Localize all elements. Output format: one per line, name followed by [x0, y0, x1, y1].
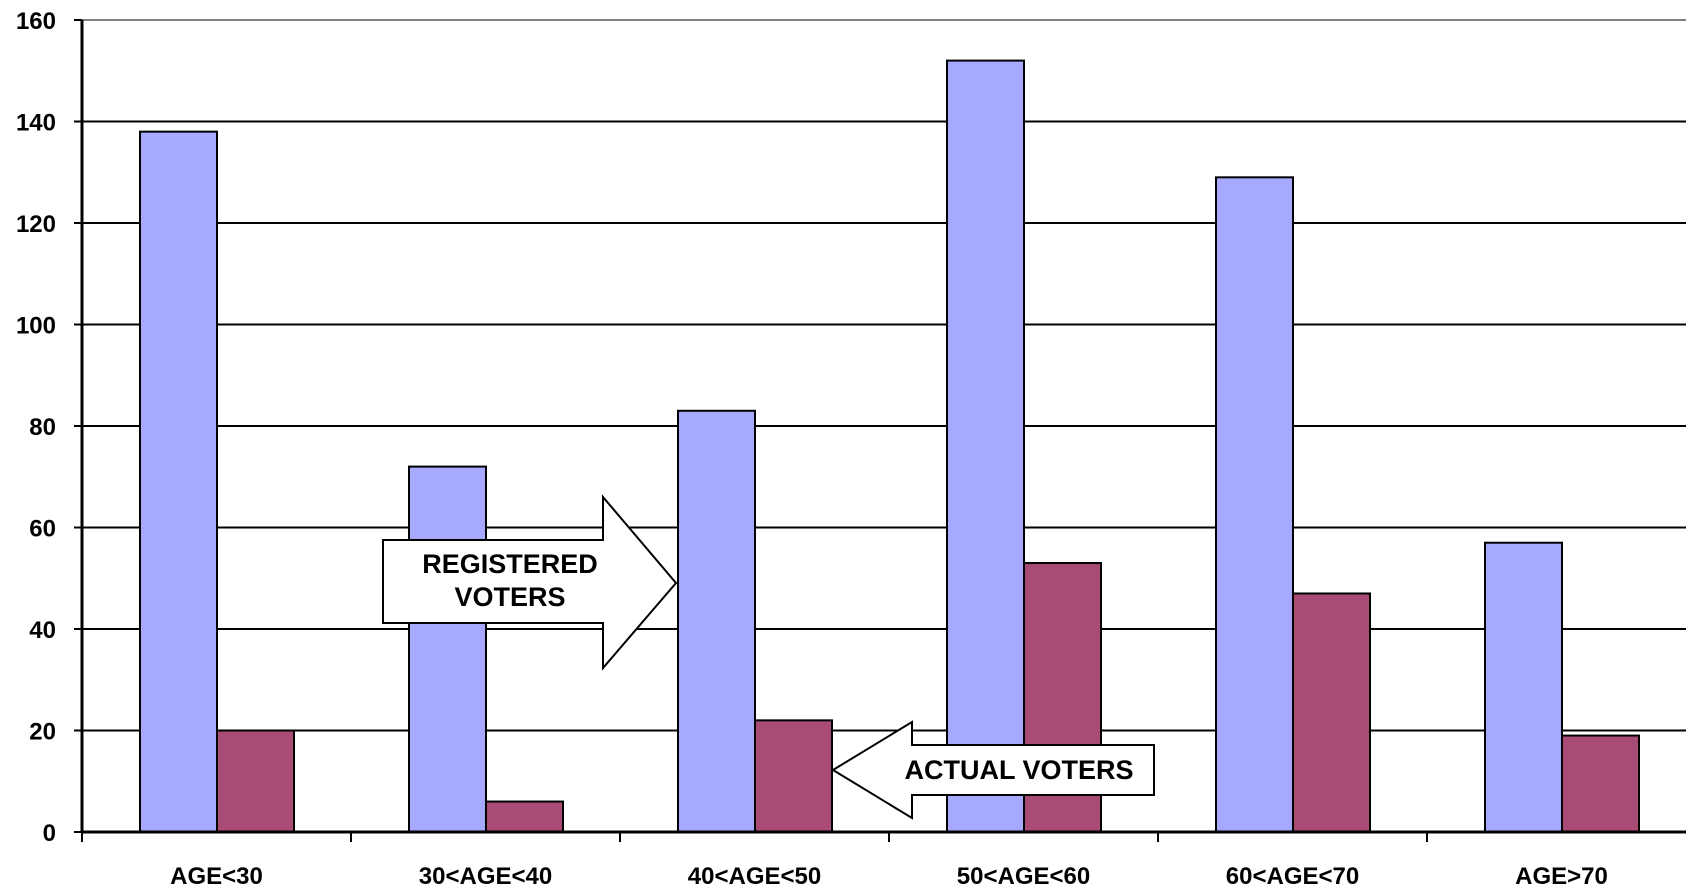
bar-2 [1561, 734, 1640, 834]
gridlines [82, 19, 1686, 732]
y-tick-label: 60 [29, 516, 56, 543]
bar-1 [677, 409, 756, 833]
left-arrow-shape [831, 720, 1155, 820]
x-tick-label: 30<AGE<40 [419, 863, 552, 890]
x-ticks: AGE<30 30<AGE<40 40<AGE<50 50<AGE<60 60<AGE<… [81, 832, 1608, 890]
x-tick-label: AGE<30 [170, 863, 263, 890]
y-tick-label: 160 [16, 8, 56, 35]
y-tick-label: 80 [29, 414, 56, 441]
y-tick-label: 20 [29, 719, 56, 746]
x-tick-label: AGE>70 [1515, 863, 1608, 890]
x-tick-label: 50<AGE<60 [957, 863, 1090, 890]
y-tick-label: 120 [16, 211, 56, 238]
y-tick-label: 100 [16, 313, 56, 340]
x-tick-label: 60<AGE<70 [1226, 863, 1359, 890]
y-ticks: 0 20 40 60 80 100 120 140 160 [16, 8, 82, 847]
y-tick-label: 140 [16, 110, 56, 137]
bar-1 [1215, 176, 1294, 833]
bar-1 [1484, 541, 1563, 833]
registered-voters-label-line1: REGISTERED [422, 549, 598, 579]
bar-1 [408, 465, 487, 833]
x-tick-label: 40<AGE<50 [688, 863, 821, 890]
bar-1 [946, 59, 1025, 834]
bar-2 [1292, 592, 1371, 833]
y-tick-label: 0 [43, 820, 56, 847]
bar-2 [216, 729, 295, 833]
bar-2 [485, 800, 564, 833]
actual-voters-label: ACTUAL VOTERS [904, 755, 1133, 785]
bar-2 [754, 719, 833, 833]
bar-1 [139, 130, 218, 833]
right-arrow-shape [382, 494, 678, 671]
y-tick-label: 40 [29, 617, 56, 644]
bars [139, 59, 1640, 834]
registered-voters-callout: REGISTERED VOTERS [382, 494, 678, 671]
registered-voters-label-line2: VOTERS [454, 582, 565, 612]
actual-voters-callout: ACTUAL VOTERS [831, 720, 1155, 820]
